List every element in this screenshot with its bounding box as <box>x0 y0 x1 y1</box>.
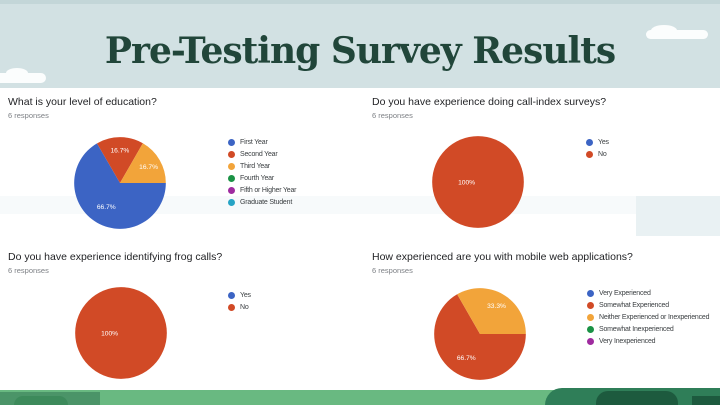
legend-item: No <box>586 148 609 160</box>
legend-label: Somewhat Inexperienced <box>599 325 674 333</box>
legend-color-dot <box>228 162 235 170</box>
legend-item: Yes <box>586 136 609 148</box>
chart-panel-mobile-web: How experienced are you with mobile web … <box>372 251 720 403</box>
question-title: Do you have experience identifying frog … <box>8 251 223 263</box>
legend-item: Second Year <box>228 148 296 160</box>
legend-color-dot <box>586 150 593 158</box>
question-title: How experienced are you with mobile web … <box>372 251 633 263</box>
grass-left-hill <box>14 396 68 405</box>
pie-slice-label: 16.7% <box>110 147 129 154</box>
question-title: Do you have experience doing call-index … <box>372 96 607 108</box>
legend-label: No <box>598 150 607 158</box>
pie-slice <box>434 294 526 380</box>
legend-label: No <box>240 303 249 311</box>
legend-color-dot <box>228 303 235 311</box>
legend-color-dot <box>587 337 594 345</box>
pie-chart: 100% <box>432 136 524 228</box>
chart-legend: Yes No <box>586 136 609 160</box>
legend-color-dot <box>587 325 594 333</box>
background-band <box>0 196 720 214</box>
legend-label: Second Year <box>240 150 278 158</box>
legend-item: Neither Experienced or Inexperienced <box>587 311 710 323</box>
legend-label: Graduate Student <box>240 198 293 206</box>
legend-item: First Year <box>228 136 296 148</box>
chart-legend: Very Experienced Somewhat Experienced Neit… <box>587 287 710 347</box>
pie-slice-label: 66.7% <box>457 355 476 362</box>
legend-item: Very Experienced <box>587 287 709 299</box>
slide-title: Pre-Testing Survey Results <box>104 30 616 72</box>
pie-chart: 100% <box>75 287 167 379</box>
legend-item: Third Year <box>228 160 296 172</box>
pie-slice-label: 100% <box>101 330 118 337</box>
chart-panel-education: What is your level of education? 6 respo… <box>8 96 356 248</box>
cloud-icon <box>0 68 46 83</box>
legend-item: Yes <box>228 289 251 301</box>
legend-label: Somewhat Experienced <box>599 301 669 309</box>
legend-label: Yes <box>598 138 609 146</box>
legend-color-dot <box>586 138 593 146</box>
pie-slice-label: 33.3% <box>487 303 506 310</box>
pie-slice <box>74 143 166 229</box>
pie-slice <box>432 136 524 228</box>
grass-footer <box>0 390 720 405</box>
legend-item: Graduate Student <box>228 196 296 208</box>
pie-slice <box>97 137 143 183</box>
sky-background <box>0 0 720 88</box>
pie-slice <box>75 287 167 379</box>
chart-panel-frog-calls: Do you have experience identifying frog … <box>8 251 356 403</box>
pie-chart: 66.7% 16.7% 16.7% <box>74 137 166 229</box>
legend-color-dot <box>228 291 235 299</box>
pie-chart: 66.7% 33.3% <box>434 288 526 380</box>
legend-label: First Year <box>240 138 268 146</box>
legend-item: Fourth Year <box>228 172 296 184</box>
responses-count: 6 responses <box>372 266 413 275</box>
pie-slice-label: 16.7% <box>139 164 158 171</box>
pie-slice <box>120 143 166 183</box>
background-patch <box>636 196 720 236</box>
legend-color-dot <box>228 174 235 182</box>
legend-color-dot <box>587 313 594 321</box>
question-title: What is your level of education? <box>8 96 157 108</box>
grass-corner-dark <box>692 396 720 405</box>
legend-item: Somewhat Inexperienced <box>587 323 709 335</box>
legend-label: Very Experienced <box>599 289 651 297</box>
legend-item: Very Inexperienced <box>587 335 709 347</box>
legend-label: Third Year <box>240 162 270 170</box>
legend-item: Fifth or Higher Year <box>228 184 297 196</box>
legend-color-dot <box>587 301 594 309</box>
legend-item: No <box>228 301 251 313</box>
pie-slice-label: 66.7% <box>97 204 116 211</box>
pie-slice-label: 100% <box>458 179 475 186</box>
legend-label: Fifth or Higher Year <box>240 186 297 194</box>
pie-slice <box>457 288 526 334</box>
chart-legend: First Year Second Year Third Year Fourth Ye… <box>228 136 297 208</box>
legend-color-dot <box>228 150 235 158</box>
legend-color-dot <box>228 138 235 146</box>
grass-right-dark-hill <box>596 391 678 405</box>
legend-color-dot <box>587 289 594 297</box>
legend-label: Very Inexperienced <box>599 337 656 345</box>
legend-label: Yes <box>240 291 251 299</box>
legend-item: Somewhat Experienced <box>587 299 709 311</box>
responses-count: 6 responses <box>8 266 49 275</box>
legend-color-dot <box>228 186 235 194</box>
responses-count: 6 responses <box>8 111 49 120</box>
responses-count: 6 responses <box>372 111 413 120</box>
cloud-icon <box>646 25 708 39</box>
legend-color-dot <box>228 198 235 206</box>
top-edge-strip <box>0 0 720 4</box>
legend-label: Neither Experienced or Inexperienced <box>599 313 710 321</box>
chart-panel-call-index: Do you have experience doing call-index … <box>372 96 720 248</box>
legend-label: Fourth Year <box>240 174 274 182</box>
chart-legend: Yes No <box>228 289 251 313</box>
